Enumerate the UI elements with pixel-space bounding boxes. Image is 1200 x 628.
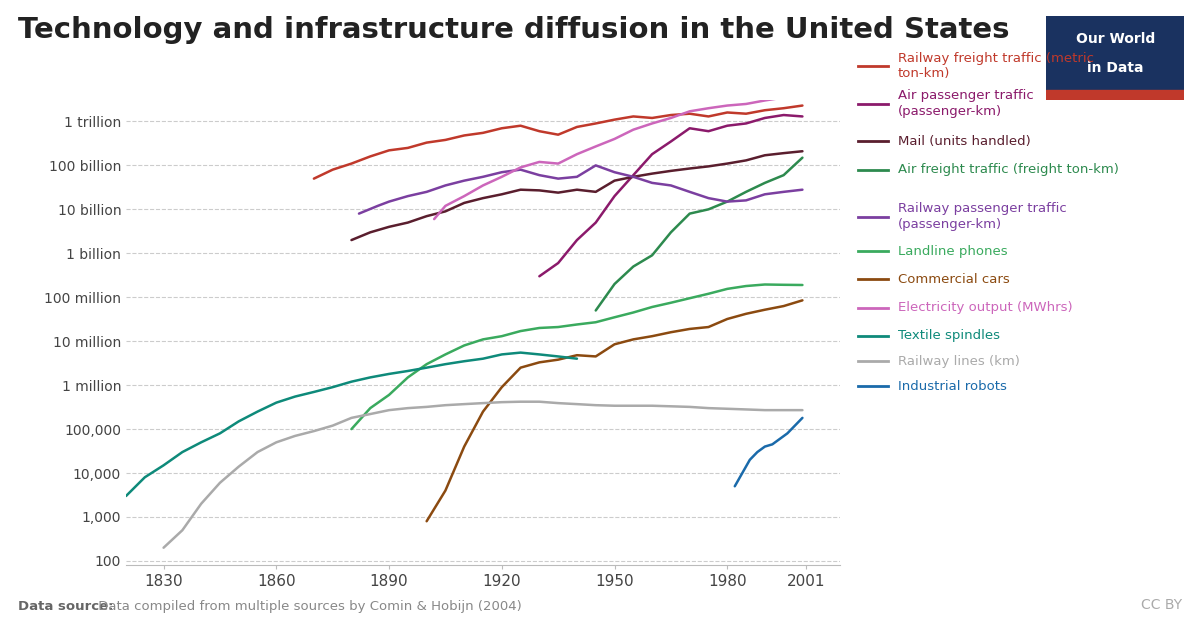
Text: Mail (units handled): Mail (units handled)	[898, 135, 1031, 148]
Text: Electricity output (MWhrs): Electricity output (MWhrs)	[898, 301, 1073, 314]
Text: Railway passenger traffic
(passenger-km): Railway passenger traffic (passenger-km)	[898, 202, 1067, 231]
Text: Data source:: Data source:	[18, 600, 114, 612]
Text: Railway lines (km): Railway lines (km)	[898, 355, 1020, 367]
Text: CC BY: CC BY	[1141, 598, 1182, 612]
Text: Commercial cars: Commercial cars	[898, 273, 1009, 286]
Text: Landline phones: Landline phones	[898, 245, 1007, 257]
Text: in Data: in Data	[1087, 62, 1144, 75]
Text: Data compiled from multiple sources by Comin & Hobijn (2004): Data compiled from multiple sources by C…	[95, 600, 522, 612]
Bar	[1046, 90, 1184, 100]
Text: Textile spindles: Textile spindles	[898, 330, 1000, 342]
Text: Air freight traffic (freight ton-km): Air freight traffic (freight ton-km)	[898, 163, 1118, 176]
Text: Industrial robots: Industrial robots	[898, 380, 1007, 392]
Text: Technology and infrastructure diffusion in the United States: Technology and infrastructure diffusion …	[18, 16, 1009, 44]
Text: Our World: Our World	[1075, 33, 1156, 46]
Text: Railway freight traffic (metric
ton-km): Railway freight traffic (metric ton-km)	[898, 51, 1093, 80]
Text: Air passenger traffic
(passenger-km): Air passenger traffic (passenger-km)	[898, 89, 1033, 118]
